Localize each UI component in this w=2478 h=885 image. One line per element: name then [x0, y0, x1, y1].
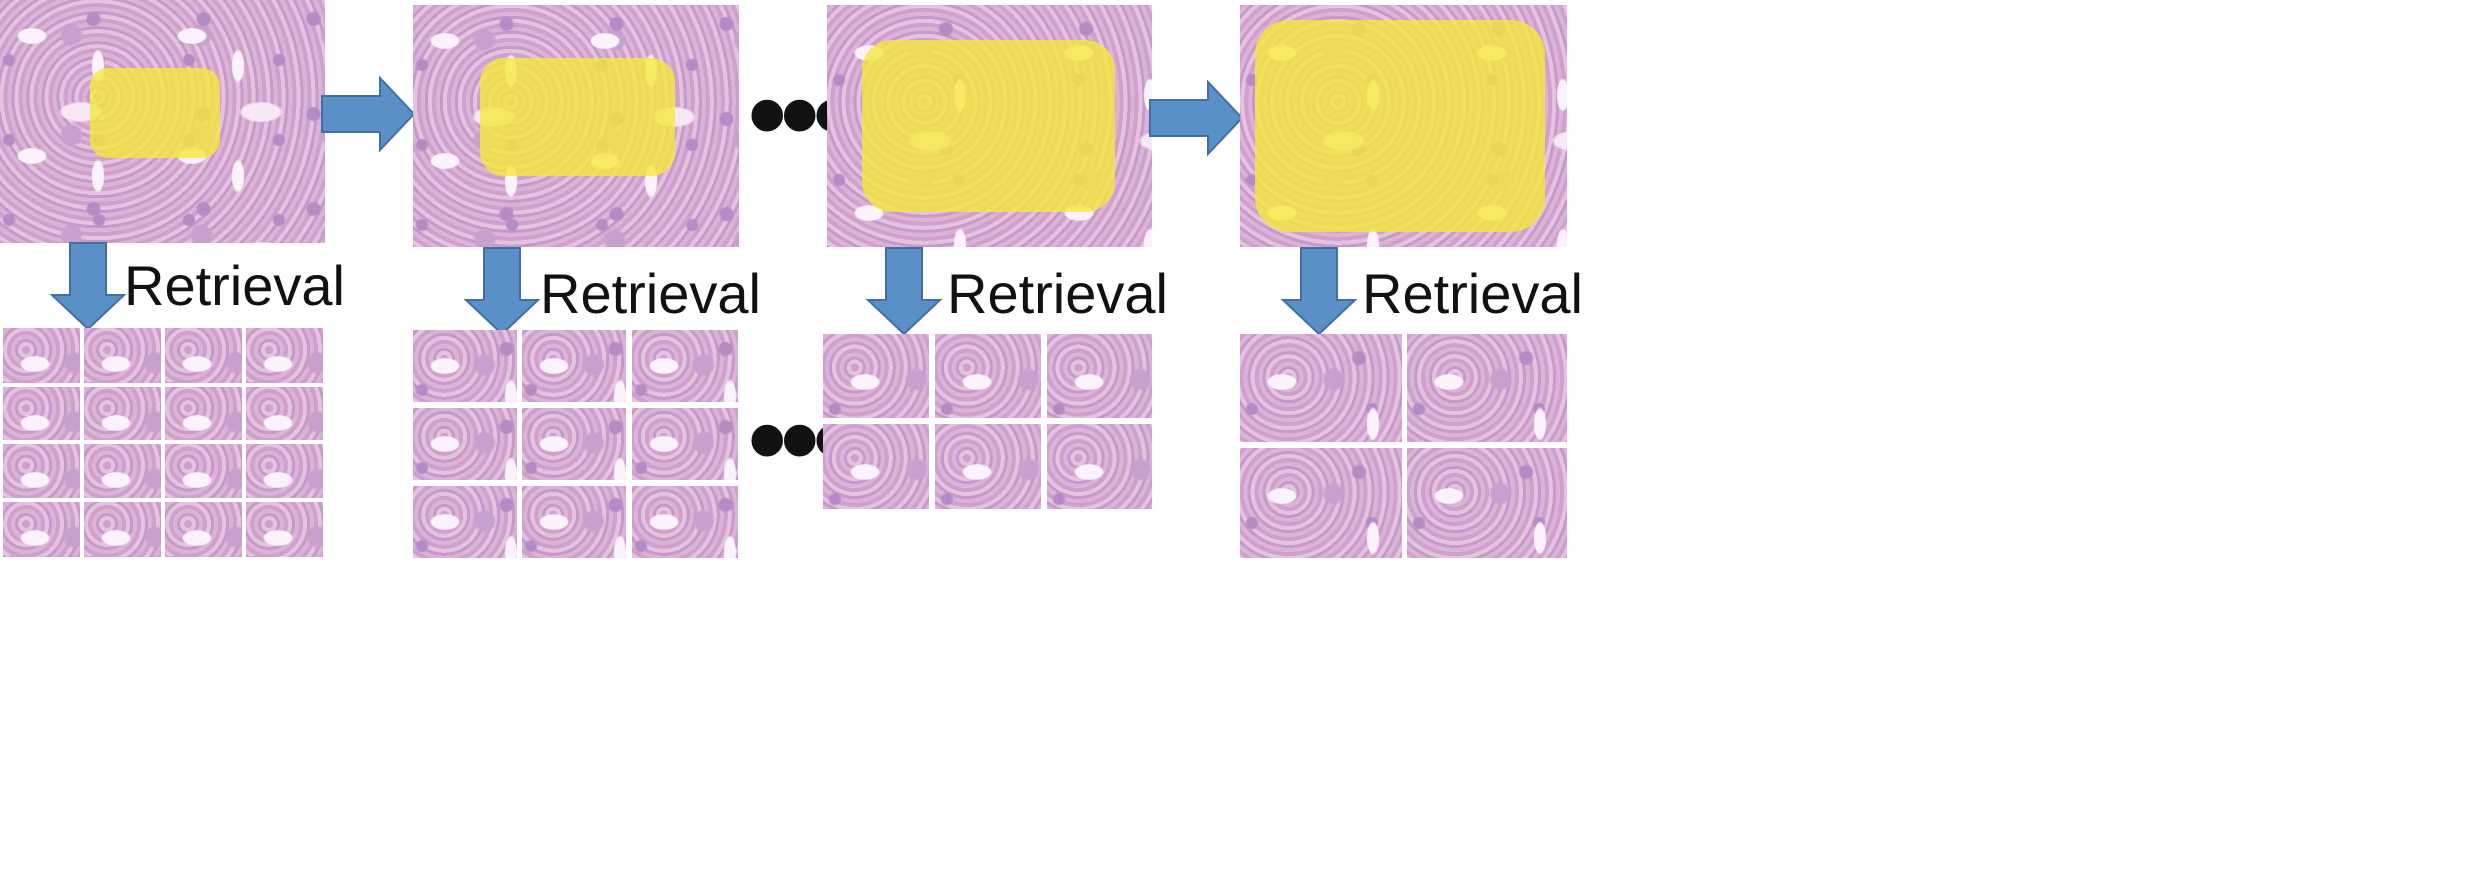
- result-tile: [823, 334, 929, 418]
- result-tile: [413, 408, 517, 480]
- result-tile: [1047, 424, 1152, 509]
- result-tile: [165, 328, 242, 383]
- retrieval-label-3: Retrieval: [947, 262, 1168, 325]
- result-tile: [1407, 334, 1567, 442]
- query-region-1: [90, 68, 220, 158]
- down-arrow-2: [463, 247, 541, 336]
- result-tile: [1047, 334, 1152, 418]
- down-arrow-1: [49, 242, 127, 331]
- result-tile: [522, 408, 626, 480]
- result-tile: [84, 387, 161, 440]
- result-tile: [3, 502, 80, 557]
- result-tile: [246, 502, 323, 557]
- result-tile: [632, 330, 738, 402]
- retrieval-label-2: Retrieval: [540, 262, 761, 325]
- result-tile: [935, 334, 1041, 418]
- result-tile: [632, 486, 738, 558]
- result-tile: [246, 328, 323, 383]
- result-tile: [165, 387, 242, 440]
- down-arrow-4: [1280, 247, 1358, 336]
- result-tile: [1407, 448, 1567, 558]
- result-tile: [84, 444, 161, 498]
- result-tile: [413, 330, 517, 402]
- query-region-2: [480, 58, 675, 176]
- down-arrow-3: [865, 247, 943, 336]
- result-tile: [165, 444, 242, 498]
- retrieval-label-4: Retrieval: [1362, 262, 1583, 325]
- result-tile: [632, 408, 738, 480]
- result-tile: [84, 328, 161, 383]
- result-tile: [413, 486, 517, 558]
- result-tile: [84, 502, 161, 557]
- result-tile: [935, 424, 1041, 509]
- right-arrow-2: [1149, 79, 1244, 157]
- result-tile: [522, 486, 626, 558]
- result-tile: [3, 328, 80, 383]
- result-tile: [1240, 448, 1402, 558]
- result-tile: [165, 502, 242, 557]
- result-tile: [823, 424, 929, 509]
- retrieval-label-1: Retrieval: [124, 254, 345, 317]
- right-arrow-1: [321, 75, 416, 153]
- result-tile: [3, 387, 80, 440]
- query-region-4: [1255, 20, 1545, 232]
- result-tile: [246, 387, 323, 440]
- result-tile: [3, 444, 80, 498]
- result-tile: [1240, 334, 1402, 442]
- result-tile: [522, 330, 626, 402]
- result-tile: [246, 444, 323, 498]
- query-region-3: [862, 40, 1115, 212]
